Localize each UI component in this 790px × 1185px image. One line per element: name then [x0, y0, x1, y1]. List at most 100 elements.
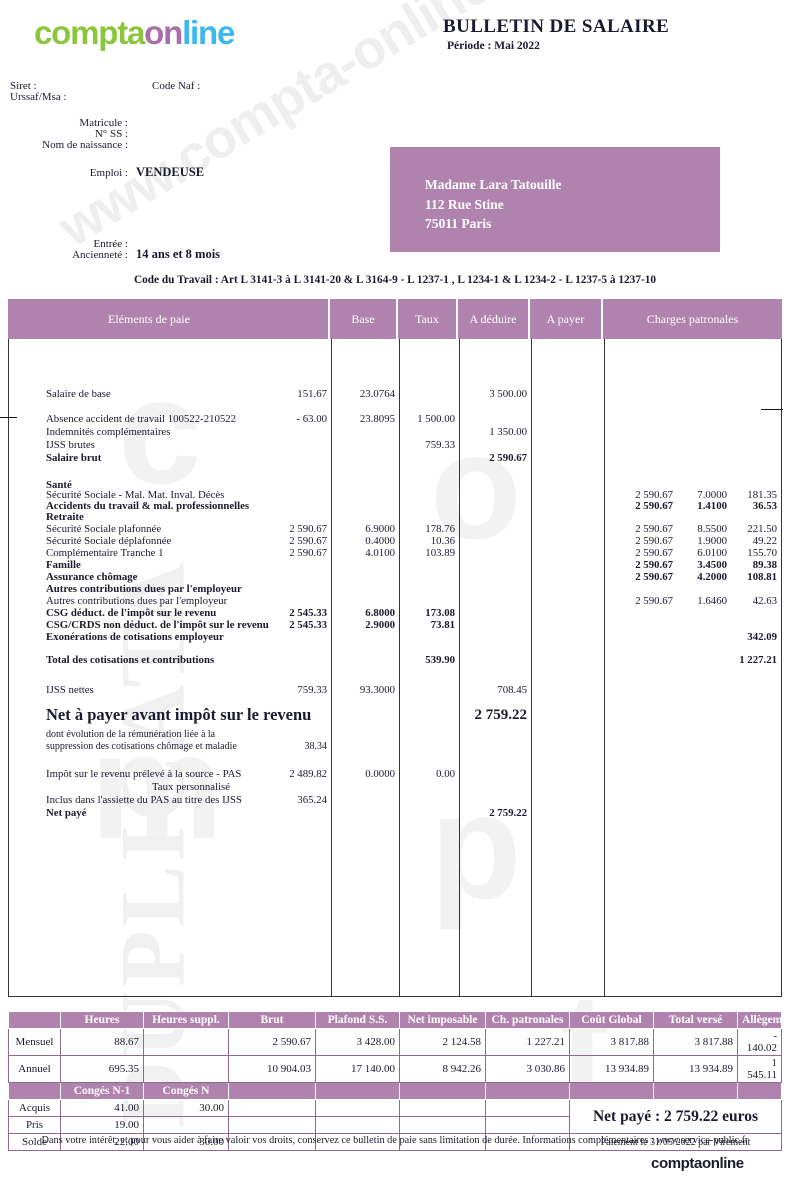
table-row: Mensuel 88.67 2 590.67 3 428.00 2 124.58…: [8, 1028, 782, 1056]
row-charge-taux: 7.0000: [697, 489, 727, 501]
row-label: Sécurité Sociale déplafonnée: [46, 535, 172, 547]
payroll-row: IJSS brutes 759.33: [9, 439, 781, 452]
row-label: Sécurité Sociale plafonnée: [46, 523, 162, 535]
tax-row: Net payé 2 759.22: [9, 807, 781, 820]
cell-plafond: 3 428.00: [315, 1028, 400, 1056]
leave-col-pad-4: [485, 1082, 570, 1100]
row-taux: 0.4000: [365, 535, 395, 547]
tax-row: Impôt sur le revenu prélevé à la source …: [9, 768, 781, 781]
row-charge-montant: 221.50: [747, 523, 777, 535]
leave-col-pad-5: [569, 1082, 654, 1100]
cell-conges-n: 30.00: [143, 1133, 229, 1151]
summary-row-label: Annuel: [8, 1055, 61, 1083]
cell-total-verse: 3 817.88: [653, 1028, 738, 1056]
row-base: - 63.00: [296, 413, 327, 425]
entree-label: Entrée :: [93, 238, 128, 250]
cell-conges-n: [143, 1116, 229, 1134]
row-label: IJSS nettes: [46, 684, 94, 696]
cell-net-imposable: 8 942.26: [399, 1055, 486, 1083]
row-taux: 0.0000: [365, 768, 395, 780]
row-label: Sécurité Sociale - Mal. Mat. Inval. Décè…: [46, 489, 225, 501]
table-row: Acquis 41.00 30.00 Net payé : 2 759.22 e…: [8, 1099, 782, 1134]
payroll-row: Assurance chômage 2 590.67 4.2000 108.81: [9, 571, 781, 584]
code-travail-line: Code du Travail : Art L 3141-3 à L 3141-…: [133, 274, 657, 286]
leave-row-label: Pris: [8, 1116, 61, 1134]
leave-col-n-minus-1: Congés N-1: [60, 1082, 144, 1100]
row-taux: 6.8000: [365, 607, 395, 619]
row-base: 2 489.82: [289, 768, 327, 780]
row-label: Net payé: [46, 807, 87, 819]
row-charge-taux: 1.4100: [697, 500, 727, 512]
footer-notice: Dans votre intérêt, et pour vous aider à…: [41, 1135, 749, 1146]
period-label: Période : Mai 2022: [447, 40, 540, 52]
row-label: Accidents du travail & mal. professionne…: [46, 500, 250, 512]
row-label: Absence accident de travail 100522-21052…: [46, 413, 237, 425]
col-divider-4: [531, 339, 532, 996]
payroll-row: CSG déduct. de l'impôt sur le revenu 2 54…: [9, 607, 781, 620]
payroll-row: Santé: [9, 479, 781, 492]
cell-brut: 10 904.03: [228, 1055, 316, 1083]
leave-col-pad-7: [737, 1082, 782, 1100]
summary-table: Heures Heures suppl. Brut Plafond S.S. N…: [8, 1011, 790, 1151]
urssaf-label: Urssaf/Msa :: [10, 91, 67, 103]
row-charge-taux: 1.9000: [697, 535, 727, 547]
row-label: Autres contributions dues par l'employeu…: [46, 595, 228, 607]
col-taux: Taux: [398, 299, 458, 339]
logo-text-compta: compta: [34, 14, 145, 51]
evolution-note-line: suppression des cotisations chômage et m…: [9, 740, 781, 753]
cell-conges-n-minus-1: 22.00: [60, 1133, 144, 1151]
cell-heures: 695.35: [60, 1055, 144, 1083]
summary-col-cout-global: Coût Global: [569, 1011, 654, 1029]
summary-col-ch-patronales: Ch. patronales: [485, 1011, 570, 1029]
row-a-deduire: 759.33: [425, 439, 455, 451]
nom-naissance-label: Nom de naissance :: [42, 139, 128, 151]
summary-col-net-imposable: Net imposable: [399, 1011, 486, 1029]
row-a-deduire: 10.36: [430, 535, 455, 547]
row-label: Salaire brut: [46, 452, 102, 464]
row-a-deduire: 539.90: [425, 654, 455, 666]
payroll-row: Autres contributions dues par l'employeu…: [9, 583, 781, 596]
row-charge-base: 2 590.67: [635, 535, 673, 547]
row-label: IJSS brutes: [46, 439, 95, 451]
table-row: Pris 19.00: [8, 1116, 782, 1134]
col-a-deduire: A déduire: [458, 299, 530, 339]
col-divider-1: [331, 339, 332, 996]
leave-col-pad-2: [315, 1082, 400, 1100]
row-a-payer: 2 590.67: [489, 452, 527, 464]
row-base: 2 590.67: [289, 547, 327, 559]
row-label: Famille: [46, 559, 81, 571]
employee-address-block: Madame Lara Tatouille 112 Rue Stine 7501…: [390, 147, 720, 252]
col-divider-2: [399, 339, 400, 996]
row-a-payer: 3 500.00: [489, 388, 527, 400]
row-charge-base: 2 590.67: [635, 595, 673, 607]
summary-col-heures: Heures: [60, 1011, 144, 1029]
cell-total-verse: 13 934.89: [653, 1055, 738, 1083]
row-a-payer: 1 350.00: [489, 426, 527, 438]
summary-header-row: Heures Heures suppl. Brut Plafond S.S. N…: [8, 1011, 790, 1029]
row-label: Inclus dans l'assiette du PAS au titre d…: [46, 794, 242, 806]
row-charge-montant: 181.35: [747, 489, 777, 501]
leave-col-pad-3: [399, 1082, 486, 1100]
nss-label: N° SS :: [94, 128, 128, 140]
payroll-row: Absence accident de travail 100522-21052…: [9, 413, 781, 426]
row-charge-base: 2 590.67: [635, 523, 673, 535]
row-label: Indemnités complémentaires: [46, 426, 171, 438]
row-label: Retraite: [46, 511, 84, 523]
payroll-row: IJSS nettes 759.33 93.3000 708.45: [9, 684, 781, 697]
evolution-note-base: 38.34: [304, 741, 328, 752]
summary-col-brut: Brut: [228, 1011, 316, 1029]
payroll-row: Accidents du travail & mal. professionne…: [9, 500, 781, 513]
row-charge-base: 2 590.67: [635, 547, 673, 559]
row-base: 365.24: [297, 794, 327, 806]
leave-row-label: Acquis: [8, 1099, 61, 1117]
cell-allegements: - 140.02: [737, 1028, 782, 1056]
cell-heures-suppl: [143, 1028, 229, 1056]
net-before-tax-amount: 2 759.22: [474, 707, 528, 723]
row-taux: 93.3000: [359, 684, 395, 696]
leave-col-pad-1: [228, 1082, 316, 1100]
payroll-row: Autres contributions dues par l'employeu…: [9, 595, 781, 608]
matricule-label: Matricule :: [79, 117, 128, 129]
cell-empty: [485, 1116, 570, 1134]
payroll-table-body: Salaire de base 151.67 23.0764 3 500.00 Abse…: [0, 339, 783, 997]
payroll-row: Salaire de base 151.67 23.0764 3 500.00: [9, 388, 781, 401]
